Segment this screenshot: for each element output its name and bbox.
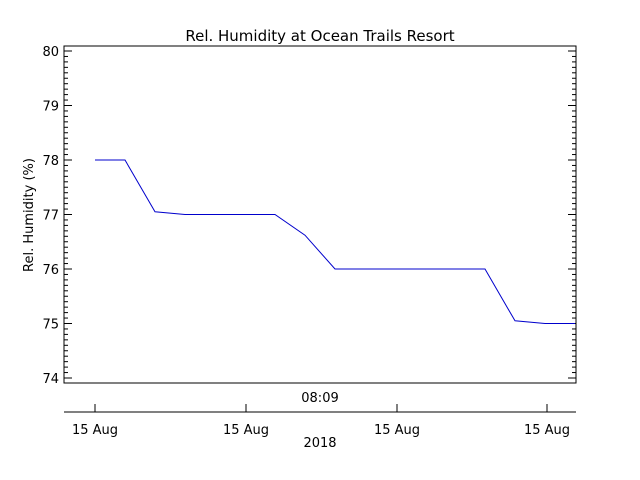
chart-title: Rel. Humidity at Ocean Trails Resort xyxy=(185,27,454,45)
date-tick-label: 15 Aug xyxy=(72,423,118,438)
top-axis-label: 08:09 xyxy=(301,391,338,406)
y-tick-label: 79 xyxy=(42,100,59,115)
y-tick-label: 77 xyxy=(42,209,59,224)
bottom-axis-label: 2018 xyxy=(303,436,336,451)
y-tick-label: 76 xyxy=(42,263,59,278)
y-axis-label: Rel. Humidity (%) xyxy=(22,158,37,272)
date-tick-label: 15 Aug xyxy=(374,423,420,438)
humidity-line xyxy=(95,159,575,324)
y-tick-label: 78 xyxy=(42,154,59,169)
date-tick-label: 15 Aug xyxy=(524,423,570,438)
date-tick-label: 15 Aug xyxy=(223,423,269,438)
y-tick-label: 80 xyxy=(42,45,59,60)
y-tick-label: 75 xyxy=(42,318,59,333)
y-tick-label: 74 xyxy=(42,372,59,387)
plot-frame xyxy=(63,45,577,384)
